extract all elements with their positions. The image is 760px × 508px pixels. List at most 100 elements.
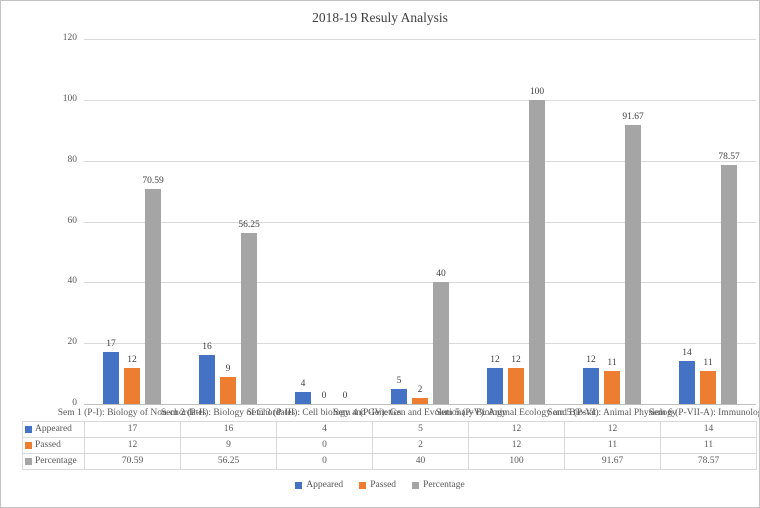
category-label: Sem 3 (P-III): Cell biology and Genetics [246,408,402,418]
legend-item-label: Passed [370,480,397,490]
table-value-cell: 56.25 [181,454,277,470]
legend-key-icon [25,458,32,465]
table-row-label: Percentage [23,454,85,470]
bar-appeared [199,355,215,404]
bar-value-label: 0 [321,391,327,401]
bar-value-label: 2 [417,384,423,395]
bar-appeared [391,388,407,404]
bar-value-label: 5 [396,375,402,386]
bar-passed [508,367,524,404]
table-value-cell: 4 [277,422,373,438]
bar-value-label: 12 [490,354,500,365]
category-label: Sem 4 (P-IV): Gen and Evolutionary Biolo… [333,408,507,418]
bar-value-label: 100 [529,86,545,97]
table-value-cell: 14 [661,422,757,438]
table-value-cell: 12 [565,422,661,438]
legend-key-icon [359,481,367,489]
bar-value-label: 12 [586,354,596,365]
bar-appeared [103,352,119,404]
category-label: Sem 6 (P-VII-A): Immunology [648,408,760,418]
legend-key-icon [25,442,32,449]
y-axis-tick-label: 80 [67,154,78,165]
category-label: Sem 5 (P-V): Animal Ecology and Biostat [435,408,597,418]
table-value-cell: 40 [373,454,469,470]
legend-item-label: Percentage [423,480,465,490]
bar-appeared [295,391,311,404]
legend-item: Percentage [412,480,465,490]
series-name: Percentage [35,456,77,466]
table-row-label: Appeared [23,422,85,438]
gridline [84,221,756,223]
bar-passed [604,370,620,404]
table-value-cell: 17 [85,422,181,438]
gridline [84,39,756,40]
y-axis-tick-label: 0 [72,398,77,408]
gridline [84,99,756,101]
bar-value-label: 70.59 [142,176,164,187]
category-label: Sem 5 (P-VI): Animal Physiology [547,408,677,418]
legend-item: Appeared [295,480,343,490]
bar-value-label: 17 [106,339,116,350]
bar-value-label: 40 [436,269,446,280]
table-row-label: Passed [23,438,85,454]
y-axis-tick-label: 60 [67,215,78,226]
bar-passed [412,397,428,404]
bar-appeared [679,361,695,404]
bar-appeared [487,367,503,404]
category-label: Sem 2 (P-II): Biology of Chordates [160,408,296,418]
bar-value-label: 12 [127,354,137,365]
bar-appeared [583,367,599,404]
bar-passed [220,376,236,404]
gridline [84,160,756,162]
legend-key-icon [25,426,32,433]
y-axis: 0 20 40 60 80 100 120 [1,33,78,408]
bar-value-label: 78.57 [718,152,740,163]
table-value-cell: 5 [373,422,469,438]
y-axis-tick-label: 100 [62,93,77,104]
chart-legend: Appeared Passed Percentage [1,480,759,490]
bar-value-label: 91.67 [622,112,644,123]
table-value-cell: 70.59 [85,454,181,470]
table-value-cell: 9 [181,438,277,454]
bar-value-label: 14 [682,348,692,359]
table-value-cell: 91.67 [565,454,661,470]
table-value-cell: 2 [373,438,469,454]
chart-title: 2018-19 Resuly Analysis [312,10,448,25]
bar-percentage [433,282,449,404]
y-axis-tick-label: 20 [67,337,78,348]
bar-passed [124,367,140,404]
table-value-cell: 0 [277,454,373,470]
legend-item-label: Appeared [306,480,344,490]
table-value-cell: 11 [661,438,757,454]
series-name: Appeared [35,424,72,434]
bar-value-label: 0 [342,391,348,401]
bar-passed [700,370,716,404]
series-name: Passed [35,440,61,450]
bar-percentage [625,125,641,404]
table-value-cell: 16 [181,422,277,438]
bar-value-label: 56.25 [238,219,260,230]
table-value-cell: 12 [85,438,181,454]
bar-value-label: 11 [703,357,713,368]
legend-item: Passed [359,480,396,490]
bar-percentage [145,189,161,404]
legend-key-icon [412,481,420,489]
bar-value-label: 11 [607,357,617,368]
table-value-cell: 11 [565,438,661,454]
bar-percentage [721,165,737,404]
category-label: Sem 1 (P-I): Biology of Non-chordates [57,408,207,418]
bar-percentage [241,232,257,404]
table-value-cell: 100 [469,454,565,470]
table-value-cell: 12 [469,422,565,438]
y-axis-tick-label: 120 [62,33,77,43]
y-axis-tick-label: 40 [67,276,78,287]
data-table: Appeared 17 16 4 5 12 12 14 Passed 12 9 0 2 12 11 11 Per… [22,421,757,470]
legend-key-icon [295,481,303,489]
gridline [84,343,756,345]
table-value-cell: 78.57 [661,454,757,470]
bar-value-label: 9 [225,363,231,374]
table-value-cell: 12 [469,438,565,454]
bar-value-label: 4 [300,378,306,389]
bar-value-label: 16 [202,342,212,353]
